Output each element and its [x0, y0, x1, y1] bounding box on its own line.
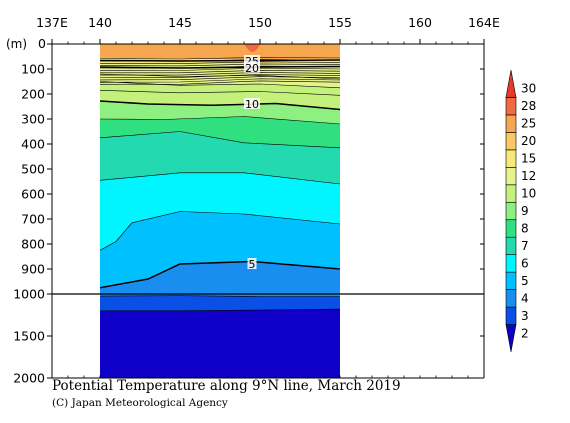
isotherm-thin-18 — [100, 211, 340, 251]
x-axis: 137E 140 145 150 155 160 164E — [36, 15, 500, 378]
colorbar-label: 20 — [521, 134, 536, 148]
isotherm-thin-19 — [100, 295, 340, 297]
colorbar-label: 9 — [521, 204, 529, 218]
isotherm-thin-11 — [100, 80, 340, 85]
chart-title: Potential Temperature along 9°N line, Ma… — [52, 378, 401, 394]
colorbar-swatch — [505, 114, 517, 133]
colorbar-swatch — [505, 201, 517, 221]
isotherm-thin-16 — [100, 131, 340, 149]
x-tick-label: 164E — [468, 15, 500, 30]
colorbar-label: 6 — [521, 256, 529, 270]
isotherm-thin-15 — [100, 116, 340, 125]
isotherm-thin-14 — [100, 90, 340, 96]
isotherm-thin-13 — [100, 81, 340, 89]
isotherm-lines — [100, 57, 340, 312]
y-tick-label: 200 — [21, 87, 45, 102]
chart-credit: (C) Japan Meteorological Agency — [52, 397, 228, 409]
colorbar-swatch — [505, 306, 517, 325]
colorbar-swatch — [505, 132, 517, 151]
isotherm-thin-10 — [100, 78, 340, 83]
isotherm-thin-6 — [100, 69, 340, 74]
x-tick-label: 150 — [248, 15, 272, 30]
isotherm-5-line — [100, 260, 340, 289]
y-tick-label: 700 — [21, 212, 45, 227]
contour-label-bg-20 — [244, 61, 260, 73]
isotherm-thin-0 — [100, 57, 340, 60]
colorbar-label: 10 — [521, 187, 536, 201]
y-unit-label: (m) — [6, 37, 27, 51]
colorbar-label: 8 — [521, 221, 529, 235]
colorbar-label: 2 — [521, 326, 529, 340]
colorbar-swatch — [505, 184, 517, 203]
x-tick-label: 160 — [408, 15, 432, 30]
colorbar-legend: 2 3 4 5 6 7 8 9 10 12 15 20 25 28 30 — [505, 69, 536, 353]
y-tick-label: 400 — [21, 137, 45, 152]
colorbar-label: 28 — [521, 99, 536, 113]
colorbar-label: 4 — [521, 291, 529, 305]
x-tick-label: 137E — [36, 15, 68, 30]
colorbar-swatch-top — [505, 69, 517, 98]
colorbar-swatch — [505, 271, 517, 290]
colorbar-label: 25 — [521, 117, 536, 131]
isotherm-20-line — [100, 65, 340, 69]
temperature-fill-layers — [100, 44, 340, 378]
y-tick-label: 600 — [21, 187, 45, 202]
colorbar-swatch — [505, 254, 517, 273]
isotherm-25-line — [100, 59, 340, 62]
contour-label-bg-5 — [247, 258, 257, 269]
fill-layer-3 — [100, 309, 340, 378]
isotherm-thin-17 — [100, 172, 340, 185]
y-tick-label: 500 — [21, 162, 45, 177]
isotherm-thin-5 — [100, 67, 340, 71]
colorbar-swatch — [505, 289, 517, 308]
warm-surface-patch — [244, 44, 260, 52]
colorbar-swatch-bottom — [505, 324, 517, 353]
y-tick-label: 800 — [21, 237, 45, 252]
x-tick-label: 140 — [88, 15, 112, 30]
x-tick-label: 155 — [328, 15, 352, 30]
isotherm-thin-3 — [100, 63, 340, 67]
contour-label-10: 10 — [245, 98, 259, 111]
contour-label-bg-10 — [244, 98, 260, 109]
colorbar-swatch — [505, 219, 517, 238]
y-tick-label: 0 — [38, 36, 46, 51]
y-tick-label: 1500 — [13, 329, 45, 344]
colorbar-label: 7 — [521, 239, 529, 253]
contour-label-5: 5 — [249, 258, 256, 271]
colorbar-label: 12 — [521, 169, 536, 183]
y-tick-label: 2000 — [13, 371, 45, 386]
colorbar-label: 30 — [521, 82, 536, 96]
y-tick-label: 1000 — [13, 287, 45, 302]
isotherm-thin-12 — [100, 73, 340, 80]
y-tick-label: 300 — [21, 112, 45, 127]
y-axis: 100 200 300 400 500 600 700 800 900 1000 1500 2000 0 — [13, 36, 484, 386]
isotherm-thin-20 — [100, 308, 340, 312]
colorbar-swatch — [505, 149, 517, 168]
contour-label-20: 20 — [245, 62, 259, 75]
colorbar-swatch — [505, 167, 517, 186]
y-tick-label: 900 — [21, 262, 45, 277]
isotherm-10-line — [100, 100, 340, 111]
x-tick-label: 145 — [168, 15, 192, 30]
colorbar-swatch — [505, 236, 517, 255]
colorbar-label: 3 — [521, 309, 529, 323]
colorbar-label: 15 — [521, 152, 536, 166]
colorbar-label: 5 — [521, 274, 529, 288]
plot-frame — [51, 43, 485, 379]
isotherm-thin-2 — [100, 61, 340, 64]
colorbar-swatch — [505, 97, 517, 116]
y-tick-label: 100 — [21, 62, 45, 77]
contour-label-bg-25 — [244, 55, 260, 66]
